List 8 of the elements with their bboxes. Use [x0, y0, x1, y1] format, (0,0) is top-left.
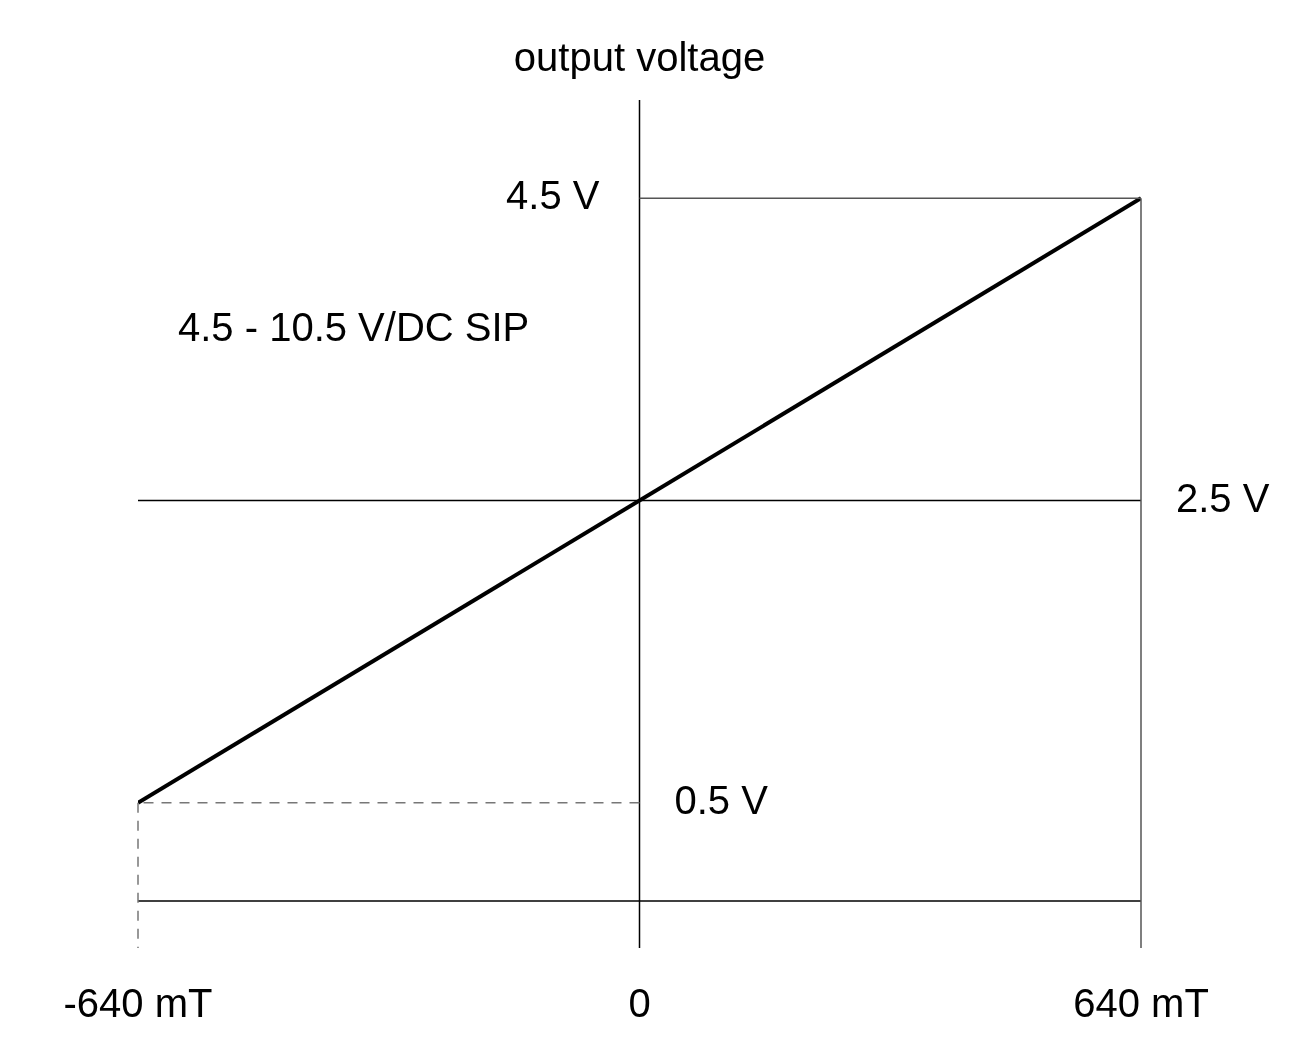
y-axis-title: output voltage [513, 35, 766, 80]
ref-line-label: 0.5 V [674, 777, 769, 822]
x-tick-label: 0 [628, 981, 651, 1026]
ref-line-label: 2.5 V [1176, 475, 1270, 520]
x-tick-label: 640 mT [1073, 981, 1209, 1026]
ref-line-label: 4.5 V [506, 173, 600, 218]
annotation: 4.5 - 10.5 V/DC SIP [178, 305, 530, 350]
x-tick-label: -640 mT [63, 981, 213, 1026]
